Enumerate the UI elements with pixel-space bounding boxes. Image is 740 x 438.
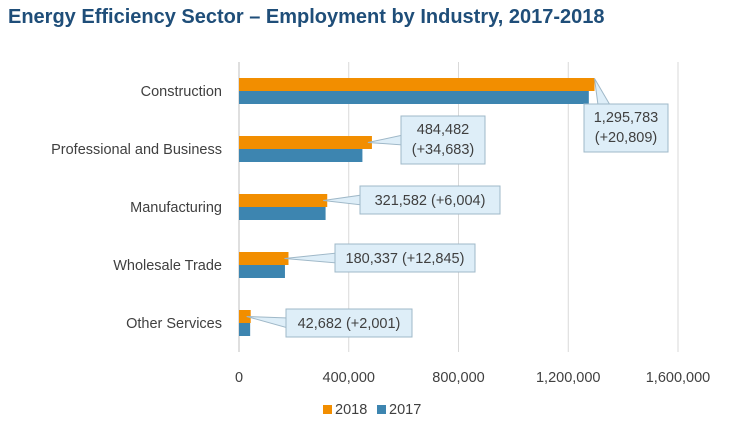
category-label-4: Other Services [126,316,222,332]
bar-2017-0 [239,91,589,104]
bar-2018-4 [239,310,251,323]
category-label-3: Wholesale Trade [113,258,222,274]
bar-2018-1 [239,136,372,149]
data-label-4-line-0: 42,682 (+2,001) [298,316,401,332]
bar-2017-2 [239,207,326,220]
data-label-pointer-2 [323,194,363,206]
data-label-box-3 [334,243,476,273]
x-tick-label-4: 1,600,000 [646,370,711,386]
data-label-pointer-3 [284,252,338,264]
chart-title: Energy Efficiency Sector – Employment by… [8,6,605,28]
data-label-box-0 [583,103,669,153]
legend-swatch-2018 [323,405,332,414]
data-label-2-line-0: 321,582 (+6,004) [375,193,486,209]
category-label-2: Manufacturing [130,200,222,216]
bar-2018-0 [239,78,595,91]
category-label-1: Professional and Business [51,142,222,158]
legend-label-2018: 2018 [335,402,367,418]
x-tick-label-1: 400,000 [323,370,375,386]
bar-2018-3 [239,252,289,265]
data-label-0-line-0: 1,295,783 [594,110,659,126]
data-label-3-line-0: 180,337 (+12,845) [346,251,465,267]
data-label-box-2 [359,185,501,215]
x-tick-label-2: 800,000 [432,370,484,386]
data-label-pointer-4 [246,316,289,329]
legend-label-2017: 2017 [389,402,421,418]
category-label-0: Construction [141,84,222,100]
data-label-1-line-0: 484,482 [417,122,469,138]
bar-2017-1 [239,149,363,162]
bar-2018-2 [239,194,328,207]
x-tick-label-0: 0 [235,370,243,386]
data-label-pointer-1 [367,134,404,146]
data-label-pointer-0 [594,78,611,106]
bar-2017-4 [239,323,251,336]
data-label-box-1 [400,115,486,165]
data-label-0-line-1: (+20,809) [595,130,657,146]
legend-swatch-2017 [377,405,386,414]
bar-2017-3 [239,265,285,278]
x-tick-label-3: 1,200,000 [536,370,601,386]
data-label-box-4 [285,308,413,338]
data-label-1-line-1: (+34,683) [412,142,474,158]
